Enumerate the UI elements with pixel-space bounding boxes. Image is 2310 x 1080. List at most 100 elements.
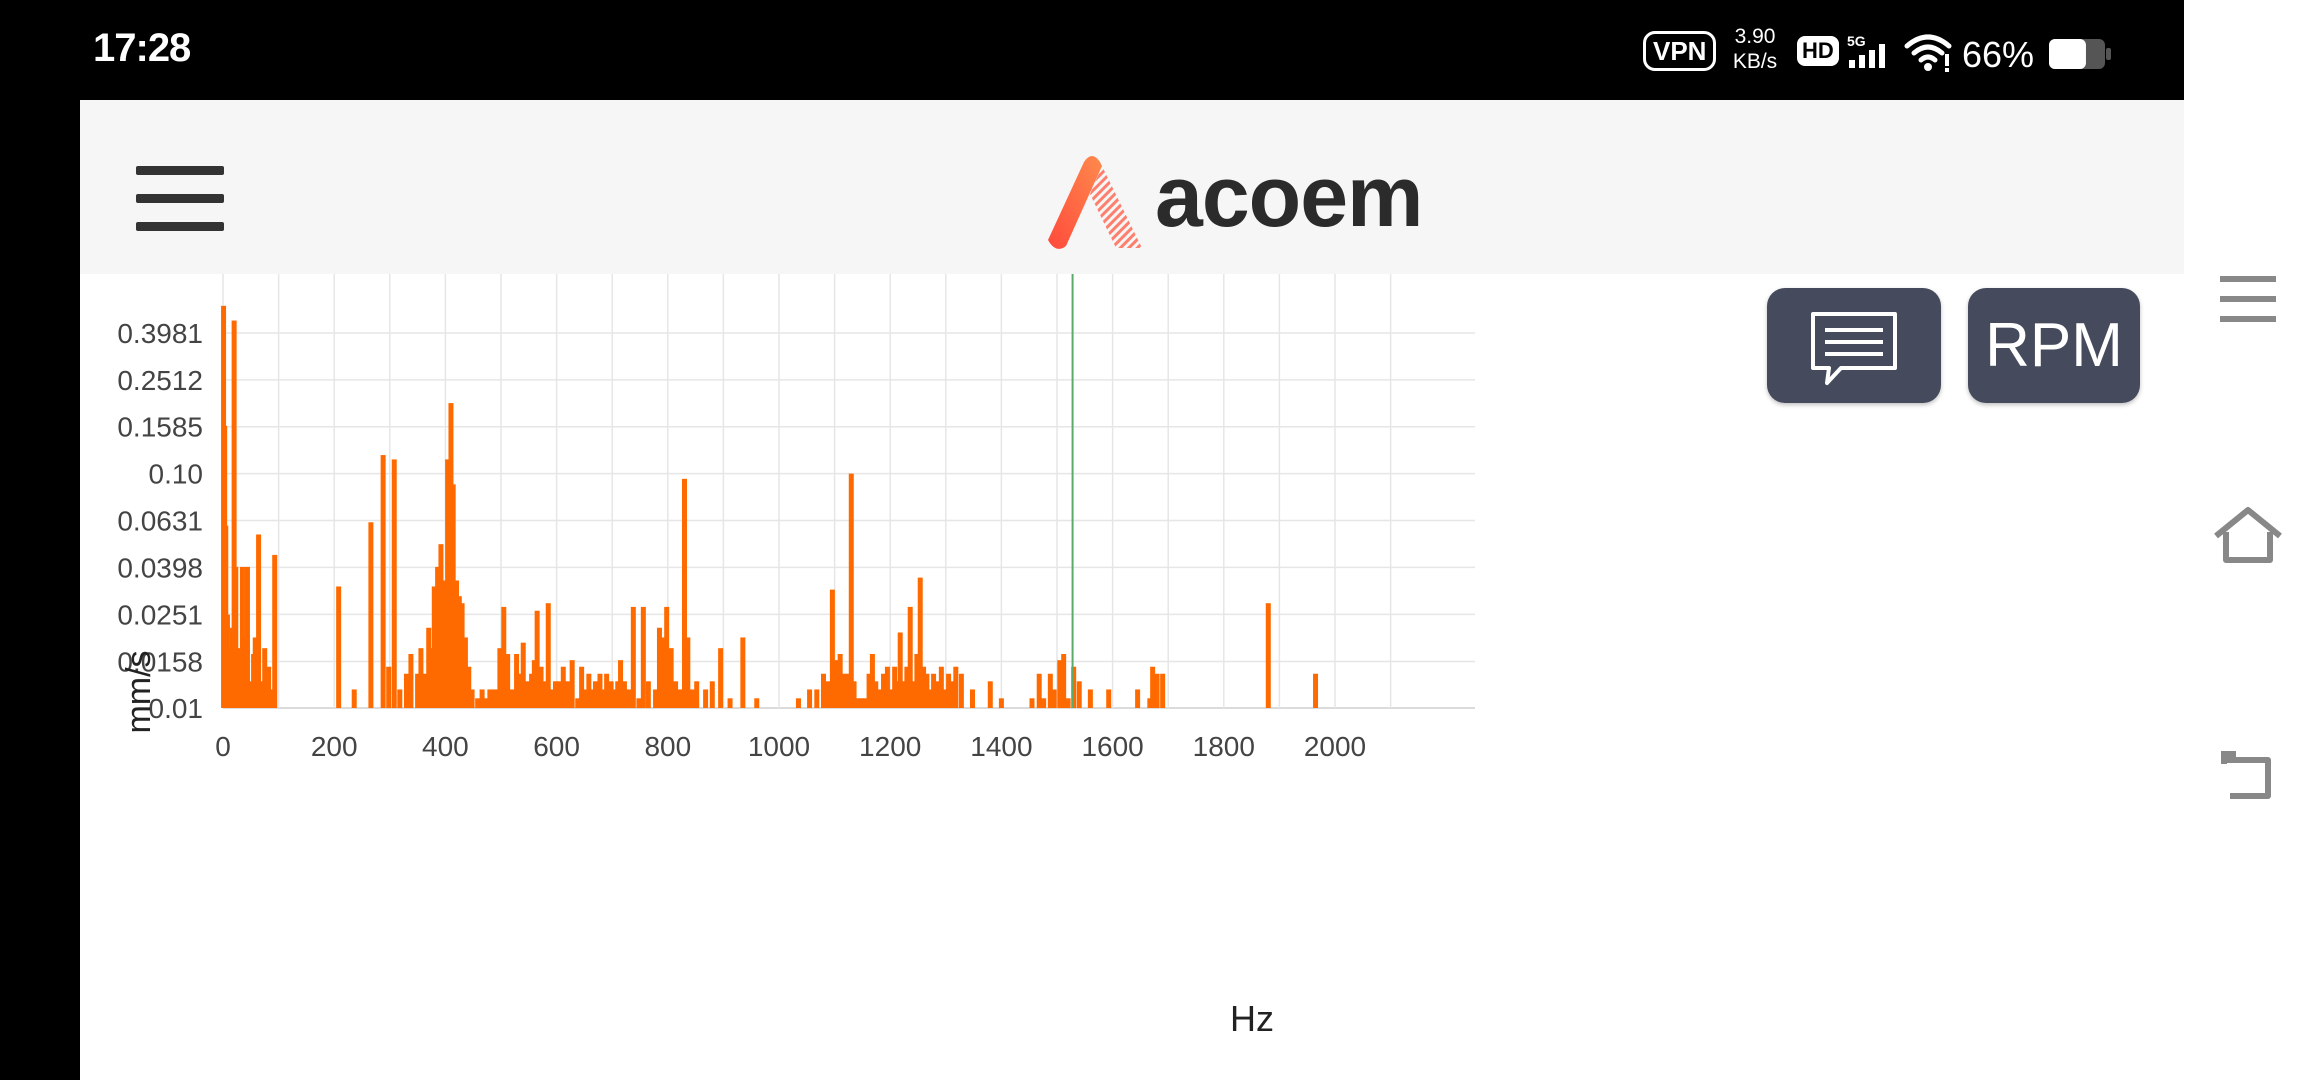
spectrum-peak [834,660,840,708]
spectrum-peak [807,689,813,708]
spectrum-peak [653,689,659,708]
spectrum-peak [469,689,475,708]
spectrum-peak [689,689,695,708]
spectrum-peak [272,554,278,708]
x-tick-label: 1200 [859,731,921,762]
spectrum-peak [484,698,490,708]
spectrum-peak [888,689,894,708]
spectrum-peak [589,689,595,708]
spectrum-peak [1135,689,1141,708]
spectrum-peak [1147,698,1153,708]
spectrum-peak [621,681,627,708]
spectrum-peak [829,589,835,708]
battery-icon [2049,39,2111,69]
spectrum-peak [938,666,944,708]
spectrum-peak [509,689,515,708]
spectrum-peak [866,673,872,708]
spectrum-peak [897,632,903,708]
spectrum-peak [664,606,670,708]
spectrum-peak [1061,653,1067,708]
y-tick-label: 0.2512 [117,365,203,396]
spectrum-peak [825,681,831,708]
spectrum-peak [998,698,1004,708]
home-icon[interactable] [2210,498,2286,574]
y-axis-ticks: 0.01 0.0158 0.0251 0.0398 0.0631 0.10 0.1585 0.… [117,318,203,724]
spectrum-peak [934,681,940,708]
x-tick-label: 1600 [1081,731,1143,762]
spectrum-peak [600,689,606,708]
spectrum-peak [501,606,507,708]
spectrum-peak [256,534,262,708]
spectrum-peak [1087,689,1093,708]
spectrum-peak [894,681,900,708]
spectrum-peak [552,681,558,708]
spectrum-peak [514,653,520,708]
spectrum-peak [942,689,948,708]
y-tick-label: 0.0631 [117,505,203,536]
x-tick-label: 1400 [970,731,1032,762]
spectrum-peak [421,673,427,708]
spectrum-peak [640,606,646,708]
spectrum-peak [873,681,879,708]
spectrum-peak [1076,681,1082,708]
spectrum-peak [517,673,523,708]
spectrum-peak [851,681,857,708]
spectrum-peak [630,606,636,708]
spectrum-peak [685,637,691,708]
spectrum-peak [575,698,581,708]
battery-percentage: 66% [1962,34,2035,75]
spectrum-peak [949,681,955,708]
spectrum-peak [262,648,268,708]
spectrum-peak [403,673,409,708]
spectrum-peak [615,681,621,708]
comment-button[interactable] [1767,288,1941,403]
spectrum-peak [668,648,674,708]
spectrum-peak [904,666,910,708]
spectrum-peak [862,698,868,708]
spectrum-peak [892,666,898,708]
spectrum-peak [618,660,624,708]
back-icon[interactable] [2210,738,2286,814]
network-type-label: 5G [1847,33,1866,49]
spectrum-peak [431,586,437,708]
rpm-button[interactable]: RPM [1968,288,2140,403]
spectrum-chart[interactable]: 0.01 0.0158 0.0251 0.0398 0.0631 0.10 0.1585 0.… [80,274,2184,1080]
spectrum-peak [911,681,917,708]
spectrum-peak [694,681,700,708]
spectrum-peak [611,689,617,708]
spectrum-peak [239,566,245,708]
spectrum-peak [848,473,854,708]
y-tick-label: 0.1585 [117,412,203,443]
comment-icon [1811,312,1897,385]
y-tick-label: 0.0398 [117,552,203,583]
wifi-icon [1904,34,1952,72]
spectrum-peak [441,580,447,708]
spectrum-peak [520,642,526,708]
x-tick-label: 400 [422,731,469,762]
spectrum-peak [958,673,964,708]
hamburger-menu-button[interactable] [136,166,224,232]
app-header: acoem [80,100,2184,274]
x-tick-label: 1000 [748,731,810,762]
spectrum-peaks [221,305,1319,708]
y-axis-label: mm/s [120,650,158,733]
y-tick-label: 0.0158 [117,646,203,677]
spectrum-peak [656,627,662,708]
x-axis-ticks: 0 200 400 600 800 1000 1200 1400 1600 1800 2000 [215,731,1366,762]
spectrum-peak [795,698,801,708]
spectrum-peak [237,689,243,708]
recent-apps-icon[interactable] [2210,262,2286,338]
spectrum-peak [677,689,683,708]
spectrum-peak [531,660,537,708]
spectrum-peak [914,653,920,708]
spectrum-peak [438,544,444,708]
spectrum-peak [881,673,887,708]
spectrum-peak [368,522,374,708]
spectrum-peak [660,637,666,708]
spectrum-peak [475,698,481,708]
y-tick-label: 0.10 [149,459,204,490]
spectrum-peak [454,580,460,708]
spectrum-peak [408,653,414,708]
vpn-badge: VPN [1643,31,1717,71]
spectrum-peak [1057,660,1063,708]
